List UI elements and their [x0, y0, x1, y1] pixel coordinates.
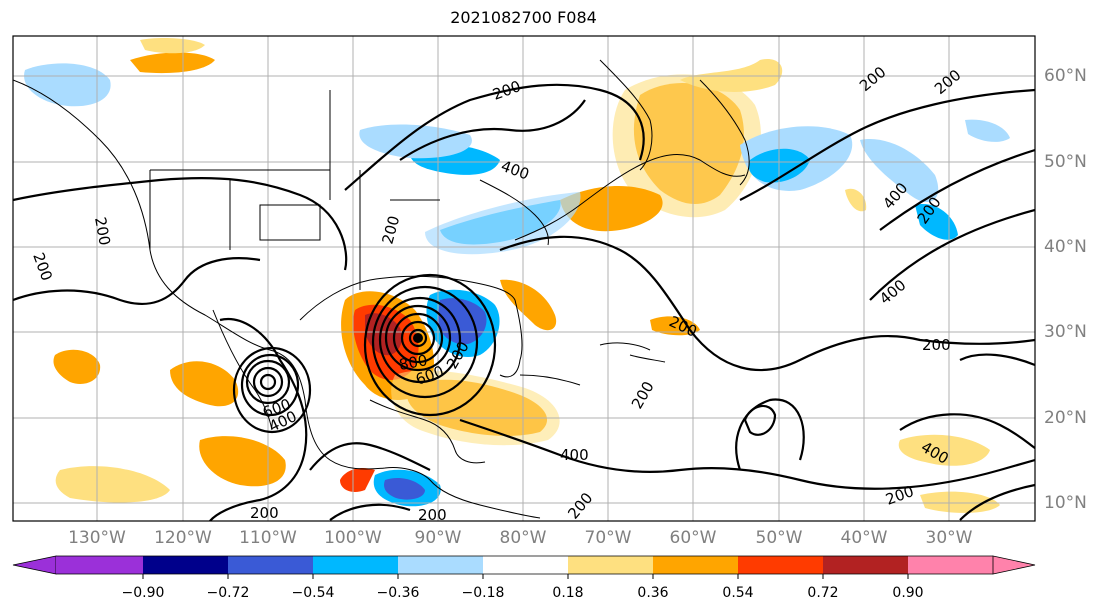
warm-anomaly-atlantic-south — [920, 491, 1000, 513]
colorbar-segment — [568, 556, 653, 574]
coastlines — [13, 59, 750, 519]
longitude-label: 120°W — [154, 528, 212, 548]
colorbar-tick-label: 0.54 — [722, 585, 754, 601]
warm-anomaly-atlantic-mid — [650, 316, 700, 336]
longitude-label: 50°W — [755, 528, 803, 548]
latitude-label: 20°N — [1044, 408, 1087, 428]
colorbar-segment — [738, 556, 823, 574]
colorbar-segment — [398, 556, 483, 574]
latitude-label: 40°N — [1044, 237, 1087, 257]
warm-anomaly-atlantic-small — [845, 188, 867, 212]
colorbar-tick-label: −0.72 — [206, 585, 250, 601]
warm-anomaly-canada — [140, 37, 205, 54]
colorbar-tick-label: 0.36 — [637, 585, 669, 601]
colorbar-extend-high — [992, 555, 1036, 575]
height-contours — [13, 83, 1035, 521]
colorbar — [12, 555, 1036, 579]
contour-label: 200 — [91, 216, 114, 247]
cold-anomaly-epac-core — [384, 478, 425, 500]
latitude-label: 60°N — [1044, 66, 1087, 86]
longitude-label: 90°W — [414, 528, 462, 548]
warm-anomaly-labrador — [680, 59, 783, 92]
colorbar-tick-label: 0.72 — [807, 585, 839, 601]
colorbar-tick-label: 0.18 — [552, 585, 584, 601]
cold-anomaly-ontario-edge — [359, 124, 472, 159]
warm-anomaly-atlantic-far — [898, 434, 990, 466]
cold-anomaly-mid-atlantic-2 — [915, 204, 958, 240]
longitude-label: 30°W — [925, 528, 973, 548]
colorbar-extend-low — [12, 555, 57, 575]
warm-anomaly-pacific-nw — [130, 52, 215, 74]
contour-label: 200 — [250, 504, 279, 522]
contour-label: 200 — [922, 336, 951, 354]
longitude-label: 60°W — [669, 528, 717, 548]
latitude-label: 50°N — [1044, 152, 1087, 172]
longitude-label: 100°W — [324, 528, 382, 548]
longitude-label: 80°W — [499, 528, 547, 548]
warm-anomaly-gulf-max — [365, 313, 402, 356]
cold-anomaly-mid-atlantic — [860, 139, 939, 203]
colorbar-segment — [313, 556, 398, 574]
warm-anomaly-maritimes — [560, 185, 663, 232]
colorbar-tick-label: −0.18 — [461, 585, 505, 601]
warm-anomaly-epac-core — [340, 468, 375, 492]
colorbar-segment — [653, 556, 738, 574]
warm-anomaly-caribbean-edge — [391, 370, 560, 446]
colorbar-tick-label: −0.54 — [291, 585, 335, 601]
cold-anomaly-far-atlantic — [965, 119, 1010, 142]
warm-anomaly-quebec-edge — [612, 74, 761, 218]
colorbar-segment — [143, 556, 228, 574]
colorbar-tick-label: 0.90 — [892, 585, 924, 601]
longitude-label: 110°W — [239, 528, 297, 548]
contour-label: 800 — [398, 351, 429, 374]
colorbar-segment — [483, 556, 568, 574]
shaded-fields — [24, 37, 1010, 513]
warm-anomaly-pacific-small — [53, 349, 101, 385]
latitude-label: 30°N — [1044, 322, 1087, 342]
longitude-label: 70°W — [584, 528, 632, 548]
colorbar-segment — [56, 556, 143, 574]
contour-label: 400 — [560, 446, 589, 464]
colorbar-segment — [228, 556, 313, 574]
map-frame — [12, 35, 1036, 522]
warm-anomaly-epac-edge — [55, 466, 170, 503]
warm-anomaly-florida — [500, 279, 557, 331]
map-background — [13, 36, 1035, 521]
longitude-label: 130°W — [68, 528, 126, 548]
latitude-label: 10°N — [1044, 493, 1087, 513]
colorbar-segment — [823, 556, 908, 574]
colorbar-tick-label: −0.90 — [121, 585, 165, 601]
hurricane-eye-marker — [413, 333, 423, 343]
warm-anomaly-epac — [170, 361, 239, 407]
longitude-label: 40°W — [840, 528, 888, 548]
warm-anomaly-epac-2 — [199, 436, 286, 487]
map-title: 2021082700 F084 — [450, 8, 597, 27]
contour-label: 200 — [418, 506, 447, 524]
colorbar-tick-label: −0.36 — [376, 585, 420, 601]
colorbar-segment — [908, 556, 993, 574]
